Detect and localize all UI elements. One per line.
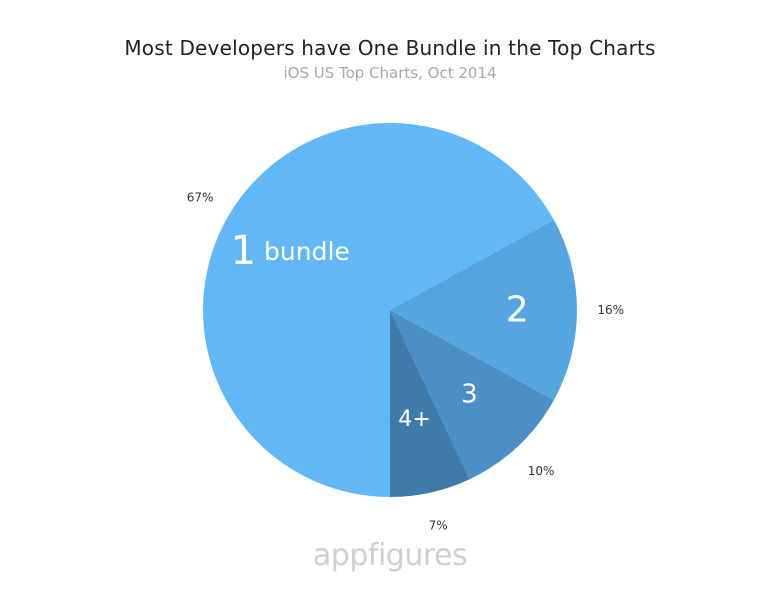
slice-category-label: 1 bundle [231,228,350,274]
slice-value-label: 10% [528,464,555,478]
slice-category-label: 2 [506,290,529,331]
slice-value-label: 7% [429,518,448,532]
pie-slice-4 [390,310,470,497]
chart-title: Most Developers have One Bundle in the T… [124,36,656,60]
slice-category-label: 4+ [398,407,430,432]
appfigures-watermark: appfigures [312,538,468,573]
chart-subtitle: iOS US Top Charts, Oct 2014 [283,64,497,82]
slice-value-label: 67% [187,191,214,205]
pie-slice-3 [390,310,554,480]
slice-category-label: 3 [461,380,478,410]
slice-value-label: 16% [597,303,624,317]
pie-slice-2 [390,219,577,401]
pie-slice-1 [202,122,554,497]
